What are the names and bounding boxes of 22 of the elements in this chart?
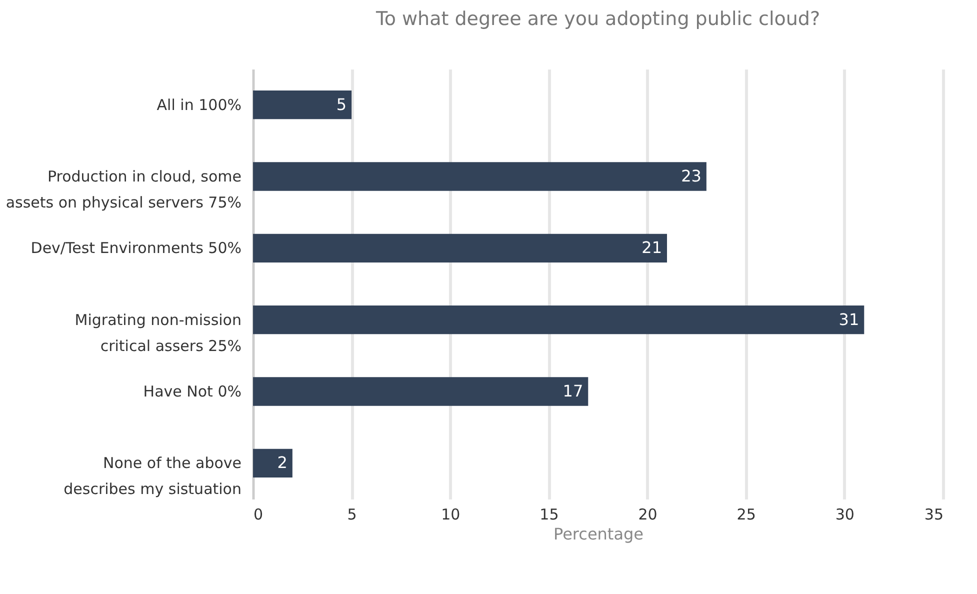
x-tick-label: 25 xyxy=(736,506,756,524)
data-label: 23 xyxy=(681,166,702,186)
x-tick-label: 35 xyxy=(924,506,944,524)
x-axis-title: Percentage xyxy=(553,524,644,544)
y-tick-label: Dev/Test Environments 50% xyxy=(30,239,242,258)
data-label: 2 xyxy=(277,453,288,472)
x-tick-label: 30 xyxy=(835,506,854,524)
x-tick-label: 5 xyxy=(347,506,357,524)
y-tick-label: Have Not 0% xyxy=(143,382,242,400)
data-label: 31 xyxy=(838,310,860,329)
x-tick-label: 0 xyxy=(254,506,264,524)
y-tick-label: All in 100% xyxy=(156,96,242,114)
data-label: 21 xyxy=(642,238,662,258)
x-tick-label: 20 xyxy=(638,506,658,524)
y-tick-label: None of the above describes my sistuation xyxy=(64,454,242,498)
y-tick-label: Migrating non-mission critical assers 25% xyxy=(74,310,242,355)
chart-title: To what degree are you adopting public cloud? xyxy=(374,8,820,30)
data-label: 17 xyxy=(562,382,584,400)
x-tick-label: 10 xyxy=(441,506,460,524)
x-tick-label: 15 xyxy=(540,506,559,524)
data-label: 5 xyxy=(336,94,347,114)
y-tick-label: Production in cloud, some assets on physical servers 75% xyxy=(6,168,242,212)
